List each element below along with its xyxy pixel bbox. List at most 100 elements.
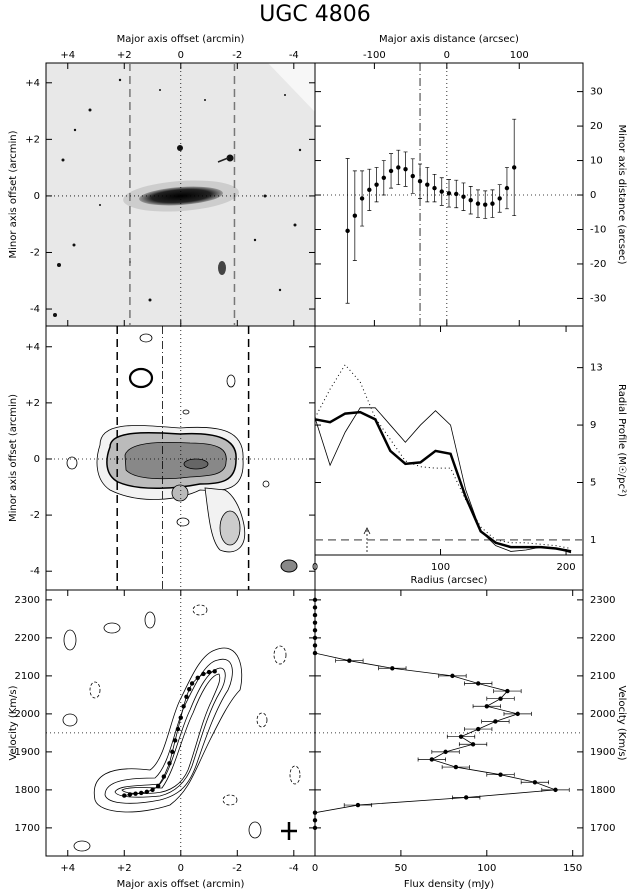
data-point bbox=[312, 810, 318, 815]
data-point bbox=[206, 669, 212, 675]
x-axis-title: Major axis offset (arcmin) bbox=[117, 34, 245, 45]
x-tick-label: 150 bbox=[563, 863, 582, 874]
data-point bbox=[532, 780, 538, 785]
data-line bbox=[314, 410, 572, 553]
y-tick-label: -30 bbox=[590, 293, 606, 304]
data-point bbox=[497, 196, 502, 201]
data-point bbox=[493, 719, 498, 724]
data-point bbox=[139, 790, 144, 796]
y-tick-label: 30 bbox=[590, 87, 603, 98]
x-tick-label: -2 bbox=[232, 50, 242, 61]
x-tick-label: 100 bbox=[510, 50, 529, 61]
data-point bbox=[212, 669, 217, 674]
data-point bbox=[390, 666, 395, 671]
data-point bbox=[367, 187, 372, 193]
y-tick-label: 0 bbox=[590, 190, 596, 201]
data-point bbox=[470, 742, 476, 747]
data-point bbox=[359, 196, 365, 201]
data-point bbox=[312, 620, 318, 625]
data-point bbox=[201, 671, 206, 677]
data-point bbox=[170, 749, 175, 755]
y-tick-label: 20 bbox=[590, 121, 603, 132]
data-point bbox=[410, 173, 415, 179]
y-tick-label: 0 bbox=[34, 454, 40, 465]
data-point bbox=[505, 688, 510, 694]
data-point bbox=[312, 628, 318, 633]
data-point bbox=[187, 686, 192, 692]
contour-map bbox=[66, 333, 298, 573]
x-tick-label: +4 bbox=[60, 863, 75, 874]
x-tick-label: 50 bbox=[395, 863, 408, 874]
y-tick-label: 2200 bbox=[590, 633, 615, 644]
y-tick-label: 13 bbox=[590, 363, 603, 374]
data-point bbox=[443, 749, 448, 755]
data-point bbox=[553, 787, 558, 793]
y-tick-label: +2 bbox=[25, 398, 40, 409]
y-tick-label: -4 bbox=[30, 566, 40, 577]
data-point bbox=[312, 818, 318, 823]
data-point bbox=[312, 650, 318, 656]
x-tick-label: +4 bbox=[60, 50, 75, 61]
arrow bbox=[363, 527, 371, 552]
y-tick-label: +2 bbox=[25, 134, 40, 145]
data-point bbox=[461, 194, 466, 199]
x-tick-label: 0 bbox=[178, 863, 184, 874]
data-point bbox=[127, 792, 133, 797]
y-tick-label: 1900 bbox=[15, 747, 40, 758]
data-point bbox=[167, 761, 172, 766]
data-point bbox=[374, 182, 379, 187]
data-point bbox=[468, 197, 473, 203]
x-tick-label: -2 bbox=[232, 863, 242, 874]
x-tick-label: 0 bbox=[312, 863, 318, 874]
data-point bbox=[475, 201, 481, 206]
y-tick-label: 1800 bbox=[15, 785, 40, 796]
x-tick-label: -4 bbox=[289, 863, 299, 874]
data-point bbox=[453, 764, 459, 770]
data-point bbox=[345, 228, 350, 234]
pv-diagram bbox=[62, 604, 301, 852]
y-tick-label: 10 bbox=[590, 156, 603, 167]
data-point bbox=[476, 681, 481, 686]
data-point bbox=[178, 715, 183, 720]
x-tick-label: +2 bbox=[117, 863, 132, 874]
y-tick-label: 2100 bbox=[590, 671, 615, 682]
y-tick-label: -2 bbox=[30, 247, 40, 258]
data-point bbox=[312, 635, 318, 641]
data-point bbox=[155, 783, 161, 789]
data-point bbox=[150, 787, 155, 793]
y-tick-label: 9 bbox=[590, 420, 596, 431]
data-point bbox=[498, 696, 503, 701]
x-axis-title: Radius (arcsec) bbox=[411, 575, 488, 586]
x-tick-label: +2 bbox=[117, 50, 132, 61]
y-tick-label: 2100 bbox=[15, 671, 40, 682]
data-point bbox=[312, 643, 318, 648]
data-point bbox=[122, 793, 127, 798]
data-point bbox=[483, 202, 488, 207]
x-tick-label: 200 bbox=[557, 562, 576, 573]
y-tick-label: 1800 bbox=[590, 785, 615, 796]
data-point bbox=[175, 726, 181, 732]
data-point bbox=[396, 165, 401, 170]
y-axis-title: Radial Profile (M☉/pc²) bbox=[616, 384, 627, 497]
y-tick-label: 1700 bbox=[590, 823, 615, 834]
y-tick-label: 1 bbox=[590, 535, 596, 546]
data-point bbox=[476, 726, 481, 732]
data-point bbox=[312, 605, 318, 610]
data-point bbox=[515, 711, 520, 717]
y-axis-title: Velocity (Km/s) bbox=[616, 685, 627, 760]
data-point bbox=[184, 694, 189, 699]
data-point bbox=[504, 185, 510, 191]
x-axis-title: Major axis offset (arcmin) bbox=[117, 879, 245, 890]
y-tick-label: 2000 bbox=[590, 709, 615, 720]
x-tick-label: -4 bbox=[289, 50, 299, 61]
data-line bbox=[314, 407, 572, 554]
x-tick-label: 100 bbox=[431, 562, 450, 573]
data-point bbox=[454, 191, 459, 197]
y-tick-label: 2200 bbox=[15, 633, 40, 644]
y-tick-label: -20 bbox=[590, 259, 606, 270]
data-point bbox=[133, 791, 138, 796]
x-tick-label: 0 bbox=[312, 562, 318, 573]
y-tick-label: -4 bbox=[30, 304, 40, 315]
